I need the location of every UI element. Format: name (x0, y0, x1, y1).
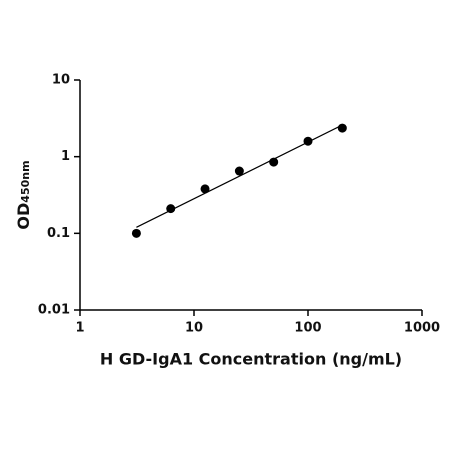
point (131, 228, 141, 238)
point (337, 123, 347, 133)
x-tick-label: 10 (185, 321, 203, 336)
x-tick-label: 1000 (404, 321, 440, 336)
x-tick-label: 100 (294, 321, 321, 336)
point (303, 136, 313, 146)
y-tick-label: 0.1 (47, 226, 70, 241)
y-tick-label: 1 (61, 149, 70, 164)
y-tick-label: 0.01 (38, 303, 70, 318)
point (234, 166, 244, 176)
point (200, 184, 210, 194)
point (166, 204, 176, 214)
y-axis-label-group: OD450nm (14, 160, 33, 229)
x-tick-label: 1 (75, 321, 84, 336)
y-tick-label: 10 (52, 73, 70, 88)
y-axis-label-sub: 450nm (19, 160, 32, 202)
y-axis-label-main: OD (14, 203, 33, 230)
point (269, 157, 279, 167)
y-axis-label: OD450nm (14, 160, 33, 229)
x-axis-label: H GD-IgA1 Concentration (ng/mL) (100, 350, 402, 369)
